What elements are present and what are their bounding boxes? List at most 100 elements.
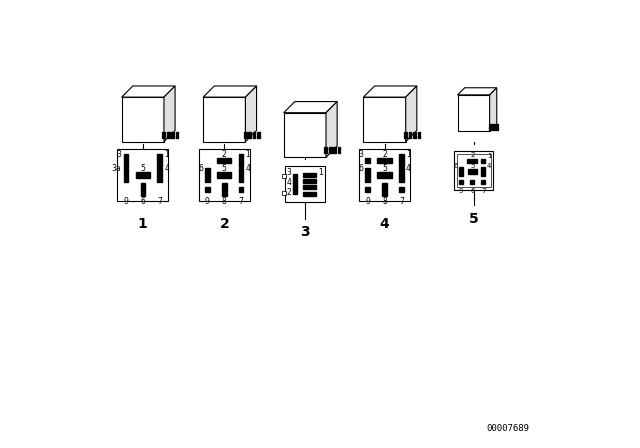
- Bar: [141, 183, 145, 196]
- Bar: [359, 150, 410, 201]
- Bar: [496, 124, 498, 126]
- Bar: [458, 95, 490, 131]
- Bar: [457, 154, 490, 188]
- Bar: [282, 190, 285, 195]
- Bar: [157, 154, 162, 168]
- Bar: [404, 132, 407, 134]
- Polygon shape: [284, 102, 337, 113]
- Bar: [203, 97, 245, 142]
- Polygon shape: [406, 86, 417, 142]
- Polygon shape: [326, 102, 337, 157]
- Text: 2: 2: [220, 217, 229, 231]
- Bar: [459, 180, 463, 184]
- Bar: [489, 127, 491, 129]
- Bar: [303, 179, 316, 183]
- Text: 4: 4: [406, 164, 411, 173]
- Bar: [408, 135, 412, 138]
- Bar: [122, 97, 164, 142]
- Bar: [244, 135, 246, 138]
- Bar: [329, 151, 332, 153]
- Text: 8: 8: [382, 197, 387, 206]
- Text: 1: 1: [318, 168, 323, 177]
- Text: 00007689: 00007689: [486, 424, 529, 433]
- Bar: [459, 167, 463, 177]
- Bar: [338, 151, 340, 153]
- Text: 1: 1: [406, 150, 411, 159]
- Text: 1: 1: [487, 153, 492, 159]
- Polygon shape: [245, 86, 257, 142]
- Text: 3: 3: [116, 150, 122, 159]
- Bar: [239, 168, 243, 182]
- Text: 3: 3: [358, 150, 363, 159]
- Bar: [205, 187, 209, 192]
- Bar: [496, 127, 498, 129]
- Text: 7: 7: [157, 197, 162, 206]
- Text: 9: 9: [124, 197, 129, 206]
- Polygon shape: [458, 88, 497, 95]
- Text: 2: 2: [222, 150, 227, 159]
- Bar: [284, 113, 326, 157]
- Text: 5: 5: [222, 164, 227, 173]
- Bar: [176, 132, 179, 134]
- Bar: [365, 187, 370, 192]
- Text: 3: 3: [287, 168, 291, 177]
- Bar: [399, 187, 404, 192]
- Bar: [333, 151, 336, 153]
- Bar: [253, 132, 255, 134]
- Bar: [253, 135, 255, 138]
- Polygon shape: [164, 86, 175, 142]
- Text: 9: 9: [365, 197, 370, 206]
- Text: 1: 1: [164, 150, 169, 159]
- Bar: [285, 166, 325, 202]
- Bar: [157, 168, 162, 182]
- Text: 9: 9: [205, 197, 210, 206]
- Bar: [378, 172, 392, 178]
- Text: 4: 4: [380, 217, 389, 231]
- Text: 4: 4: [246, 164, 250, 173]
- Text: 6: 6: [358, 164, 363, 173]
- Polygon shape: [490, 88, 497, 131]
- Bar: [417, 135, 420, 138]
- Bar: [417, 132, 420, 134]
- Bar: [167, 132, 170, 134]
- Bar: [239, 187, 243, 192]
- Bar: [176, 135, 179, 138]
- Bar: [333, 147, 336, 150]
- Bar: [167, 135, 170, 138]
- Text: 1: 1: [246, 150, 250, 159]
- Bar: [303, 185, 316, 190]
- Text: 5: 5: [140, 164, 145, 173]
- Text: 7: 7: [481, 188, 486, 194]
- Bar: [492, 127, 495, 129]
- Bar: [163, 135, 165, 138]
- Bar: [481, 159, 485, 163]
- Bar: [217, 158, 232, 164]
- Bar: [382, 183, 387, 196]
- Bar: [136, 172, 150, 178]
- Bar: [257, 132, 260, 134]
- Bar: [365, 158, 370, 164]
- Text: 4: 4: [287, 178, 291, 187]
- Text: 4: 4: [164, 164, 169, 173]
- Bar: [248, 135, 251, 138]
- Bar: [365, 168, 370, 182]
- Bar: [324, 151, 327, 153]
- Bar: [329, 147, 332, 150]
- Bar: [222, 183, 227, 196]
- Bar: [364, 97, 406, 142]
- Text: 3: 3: [300, 225, 310, 239]
- Text: 9: 9: [459, 188, 463, 194]
- Bar: [172, 132, 174, 134]
- Polygon shape: [122, 86, 175, 97]
- Bar: [117, 150, 168, 201]
- Text: 6: 6: [453, 163, 458, 169]
- Text: 1: 1: [138, 217, 148, 231]
- Bar: [198, 150, 250, 201]
- Bar: [481, 167, 485, 177]
- Bar: [124, 154, 128, 168]
- Bar: [378, 158, 392, 164]
- Bar: [467, 159, 477, 163]
- Bar: [303, 173, 316, 177]
- Text: 6: 6: [140, 197, 145, 206]
- Bar: [282, 174, 285, 178]
